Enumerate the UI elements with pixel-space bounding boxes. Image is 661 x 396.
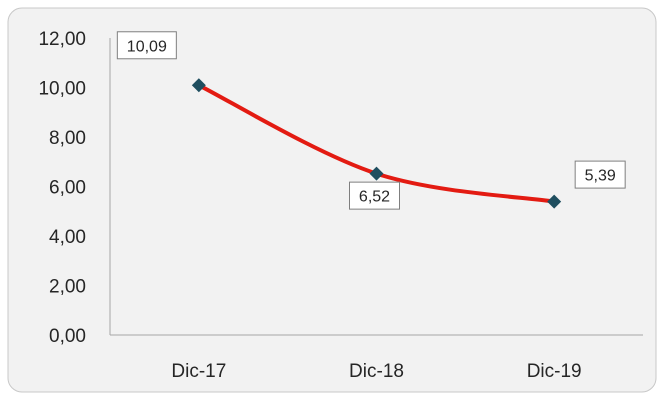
y-tick-label: 2,00: [49, 277, 86, 298]
y-tick-label: 4,00: [49, 227, 86, 248]
data-point-marker: [547, 194, 562, 209]
data-label-box: [349, 181, 400, 210]
x-axis-tick-labels: Dic-17 Dic-18 Dic-19: [171, 361, 581, 382]
y-tick-label: 10,00: [38, 79, 86, 100]
data-label: 5,39: [585, 168, 616, 185]
y-tick-label: 6,00: [49, 178, 86, 199]
data-point-marker: [369, 166, 384, 181]
data-markers: [191, 78, 562, 209]
data-point-marker: [191, 78, 206, 93]
x-tick-label: Dic-17: [171, 361, 226, 382]
y-axis-tick-labels: 0,00 2,00 4,00 6,00 8,00 10,00 12,00: [38, 29, 86, 347]
data-label: 10,09: [127, 38, 167, 55]
data-label-box: [116, 31, 177, 60]
data-label-box: [574, 160, 626, 189]
y-tick-label: 12,00: [38, 29, 86, 50]
x-tick-label: Dic-19: [527, 361, 582, 382]
chart-background: [7, 7, 657, 393]
data-labels: 10,09 6,52 5,39: [116, 31, 626, 210]
y-tick-label: 8,00: [49, 128, 86, 149]
x-tick-label: Dic-18: [349, 361, 404, 382]
data-label: 6,52: [359, 189, 390, 206]
y-tick-label: 0,00: [49, 326, 86, 347]
